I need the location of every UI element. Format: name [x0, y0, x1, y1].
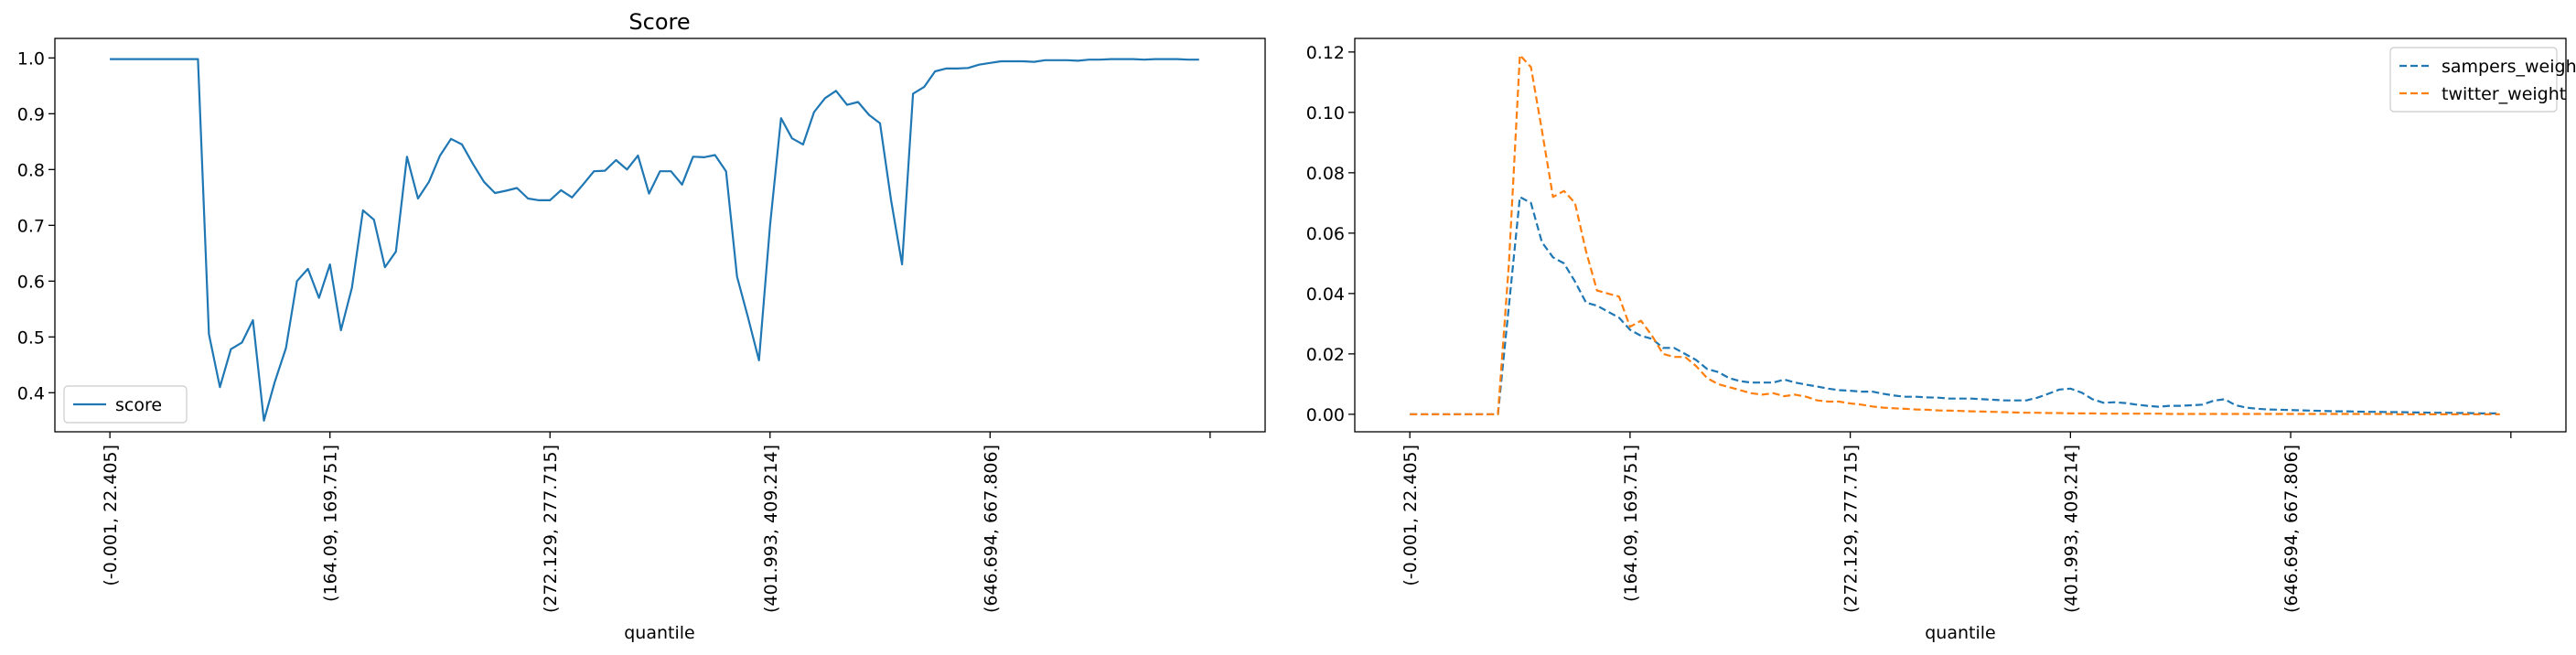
y-tick-label: 0.04: [1306, 285, 1345, 305]
x-tick-label: (164.09, 169.751]: [1621, 445, 1641, 602]
chart-title: Score: [628, 9, 690, 35]
y-axis: 0.4 0.5 0.6 0.7 0.8 0.9 1.0: [17, 48, 55, 403]
y-tick-label: 1.0: [17, 48, 45, 69]
x-axis: (-0.001, 22.405] (164.09, 169.751] (272.12…: [1401, 432, 2512, 613]
y-tick-label: 0.10: [1306, 103, 1345, 123]
y-tick-label: 0.9: [17, 104, 45, 124]
y-tick-label: 0.5: [17, 328, 45, 348]
legend-box: [63, 385, 188, 424]
y-tick-label: 0.00: [1306, 405, 1345, 425]
y-axis: 0.00 0.02 0.04 0.06 0.08 0.10 0.12: [1306, 43, 1355, 425]
series-line-score: [110, 58, 1199, 422]
legend: sampers_weight twitter_weight: [2389, 47, 2576, 113]
plot-frame: [1354, 38, 2567, 433]
x-tick-label: (401.993, 409.214]: [761, 445, 781, 613]
legend-label: score: [115, 395, 162, 415]
x-tick-label: (-0.001, 22.405]: [101, 445, 121, 586]
y-tick-label: 0.12: [1306, 43, 1345, 63]
x-tick-label: (-0.001, 22.405]: [1401, 445, 1421, 586]
x-tick-label: (272.129, 277.715]: [1841, 445, 1862, 613]
legend-box: [2389, 47, 2558, 113]
y-tick-label: 0.06: [1306, 224, 1345, 244]
series-line-sampers_weight: [1410, 196, 2500, 415]
x-tick-label: (646.694, 667.806]: [981, 445, 1001, 613]
y-tick-label: 0.08: [1306, 164, 1345, 184]
y-tick-label: 0.7: [17, 216, 45, 236]
series-line-twitter_weight: [1410, 54, 2500, 415]
weights-chart: 0.00 0.02 0.04 0.06 0.08 0.10 0.12 (-0.001, 22…: [1306, 38, 2576, 643]
x-tick-label: (646.694, 667.806]: [2281, 445, 2302, 613]
legend: score: [63, 385, 188, 424]
plot-frame: [54, 38, 1266, 433]
score-chart: Score 0.4 0.5 0.6 0.7 0.8 0.9 1.0 (-0.001, 22.…: [17, 9, 1266, 643]
series-lines: [1410, 54, 2500, 415]
y-tick-label: 0.4: [17, 383, 45, 403]
x-axis: (-0.001, 22.405] (164.09, 169.751] (272.12…: [101, 432, 1211, 613]
y-tick-label: 0.6: [17, 272, 45, 292]
x-tick-label: (164.09, 169.751]: [321, 445, 341, 602]
legend-label: twitter_weight: [2442, 84, 2566, 104]
series-lines: [110, 58, 1199, 422]
x-tick-label: (272.129, 277.715]: [541, 445, 561, 613]
x-axis-label: quantile: [1925, 623, 1995, 643]
y-tick-label: 0.02: [1306, 345, 1345, 365]
x-axis-label: quantile: [624, 623, 694, 643]
y-tick-label: 0.8: [17, 160, 45, 180]
x-tick-label: (401.993, 409.214]: [2061, 445, 2081, 613]
legend-label: sampers_weight: [2442, 57, 2576, 77]
